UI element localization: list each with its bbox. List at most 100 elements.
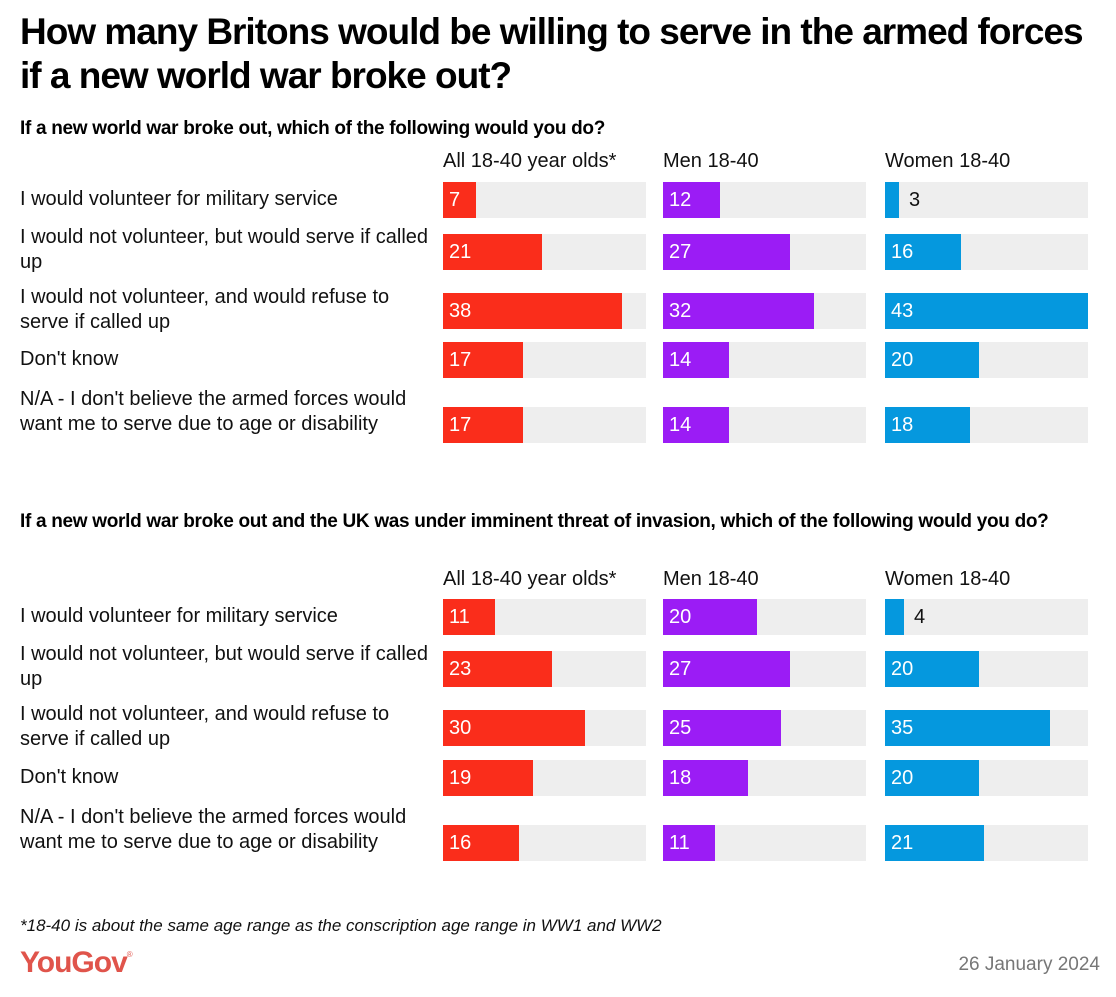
bar-track: 20 (663, 599, 866, 635)
bar (663, 234, 790, 270)
data-label: 32 (669, 300, 692, 322)
bar (443, 760, 533, 796)
bar-track: 30 (443, 710, 646, 746)
data-label: 20 (891, 658, 914, 680)
bar (443, 293, 622, 329)
row-label: I would not volunteer, but would serve i… (20, 226, 429, 273)
row-label: Don't know (20, 348, 119, 370)
column-header: All 18-40 year olds* (443, 150, 617, 172)
chart-title: How many Britons would be willing to ser… (20, 11, 1084, 96)
data-label: 21 (449, 241, 472, 263)
bar (663, 710, 781, 746)
bar (443, 407, 523, 443)
bar-track: 23 (443, 651, 646, 687)
data-label: 27 (669, 658, 692, 680)
data-label: 14 (669, 414, 692, 436)
bar-track: 11 (443, 599, 646, 635)
data-label: 23 (449, 658, 472, 680)
publication-date: 26 January 2024 (958, 954, 1100, 975)
bar-track: 20 (885, 760, 1088, 796)
data-label: 18 (891, 414, 914, 436)
data-label: 21 (891, 832, 914, 854)
row-label: I would not volunteer, and would refuse … (20, 286, 390, 333)
data-label: 7 (449, 189, 461, 211)
bar-track: 21 (885, 825, 1088, 861)
data-label: 20 (669, 606, 692, 628)
bar (885, 342, 979, 378)
data-label: 17 (449, 349, 472, 371)
data-label: 30 (449, 717, 472, 739)
data-label: 17 (449, 414, 472, 436)
bar-track: 20 (885, 651, 1088, 687)
row-label: I would not volunteer, and would refuse … (20, 703, 390, 750)
data-label: 3 (909, 189, 921, 211)
bar (663, 407, 729, 443)
data-label: 16 (449, 832, 472, 854)
bar (663, 182, 720, 218)
data-label: 25 (669, 717, 692, 739)
column-header: Men 18-40 (663, 150, 759, 172)
row-label: I would not volunteer, but would serve i… (20, 643, 429, 690)
bar (663, 599, 757, 635)
bar (663, 293, 814, 329)
bar-track: 14 (663, 342, 866, 378)
bar (443, 342, 523, 378)
data-label: 16 (891, 241, 914, 263)
brand-name: YouGov (20, 946, 128, 979)
bar-track: 18 (663, 760, 866, 796)
bar (885, 599, 904, 635)
bar (443, 825, 519, 861)
data-label: 35 (891, 717, 914, 739)
bar-track: 38 (443, 293, 646, 329)
column-header: Women 18-40 (885, 150, 1011, 172)
bar-track: 16 (443, 825, 646, 861)
data-label: 11 (669, 832, 690, 854)
bar-track: 19 (443, 760, 646, 796)
bar-track: 4 (885, 599, 1088, 635)
bar (885, 825, 984, 861)
bar-track: 16 (885, 234, 1088, 270)
bar (885, 710, 1050, 746)
row-label: I would volunteer for military service (20, 605, 338, 627)
data-label: 4 (914, 606, 926, 628)
bar (885, 293, 1088, 329)
bar-track: 35 (885, 710, 1088, 746)
question-heading: If a new world war broke out, which of t… (20, 118, 606, 139)
data-label: 14 (669, 349, 692, 371)
bar-track: 25 (663, 710, 866, 746)
column-header: Men 18-40 (663, 568, 759, 590)
data-label: 27 (669, 241, 692, 263)
bar-track: 27 (663, 651, 866, 687)
bar-track: 7 (443, 182, 646, 218)
data-label: 18 (669, 767, 692, 789)
bar (443, 710, 585, 746)
row-label: N/A - I don't believe the armed forces w… (20, 806, 407, 853)
bar (885, 234, 961, 270)
bar (885, 760, 979, 796)
bar-track: 18 (885, 407, 1088, 443)
bar (443, 182, 476, 218)
bar-track: 3 (885, 182, 1088, 218)
bar-track: 32 (663, 293, 866, 329)
data-label: 12 (669, 189, 692, 211)
bar (443, 651, 552, 687)
data-label: 38 (449, 300, 472, 322)
bar-track: 27 (663, 234, 866, 270)
bar-track: 43 (885, 293, 1088, 329)
bar (443, 234, 542, 270)
bar (663, 825, 715, 861)
bar-track: 21 (443, 234, 646, 270)
bar-track: 14 (663, 407, 866, 443)
bar (885, 182, 899, 218)
data-label: 20 (891, 349, 914, 371)
data-label: 43 (891, 300, 914, 322)
column-header: Women 18-40 (885, 568, 1011, 590)
bar (443, 599, 495, 635)
bar-track: 20 (885, 342, 1088, 378)
bar-track: 17 (443, 342, 646, 378)
column-header: All 18-40 year olds* (443, 568, 617, 590)
bar (885, 651, 979, 687)
bar-track: 12 (663, 182, 866, 218)
bar (663, 651, 790, 687)
row-label: I would volunteer for military service (20, 188, 338, 210)
